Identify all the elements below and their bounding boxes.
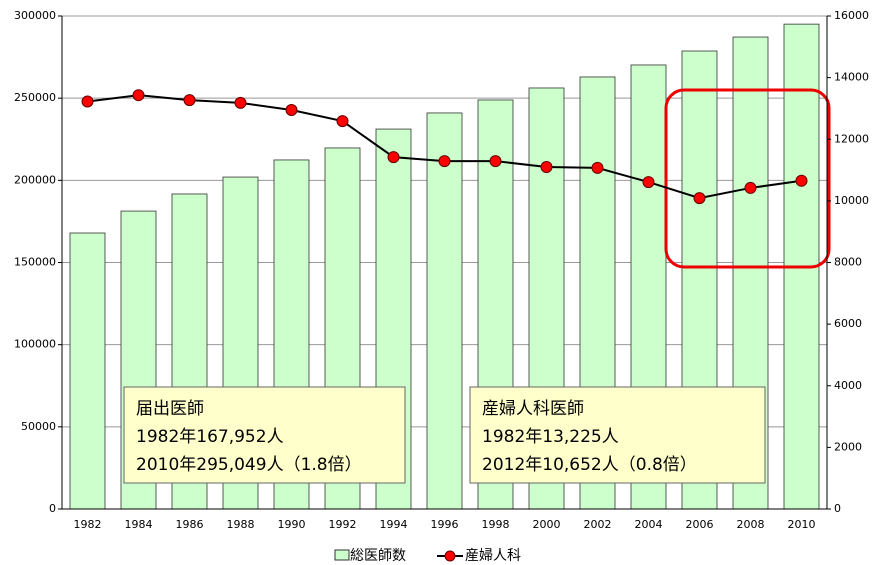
annotation-text: 2010年295,049人（1.8倍）: [136, 455, 362, 475]
y2-tick-label: 4000: [834, 379, 862, 392]
x-tick-label: 2002: [584, 518, 612, 531]
x-tick-label: 2008: [737, 518, 765, 531]
y-tick-label: 100000: [14, 338, 56, 351]
annotation-text: 1982年13,225人: [482, 427, 619, 447]
x-tick-label: 2010: [788, 518, 816, 531]
y2-tick-label: 0: [834, 502, 841, 515]
y-tick-label: 200000: [14, 173, 56, 186]
x-tick-label: 2004: [635, 518, 663, 531]
highlight: [664, 88, 831, 269]
annotation-text: 1982年167,952人: [136, 427, 284, 447]
y-tick-label: 250000: [14, 91, 56, 104]
legend-label: 総医師数: [350, 548, 406, 564]
y2-tick-label: 6000: [834, 317, 862, 330]
x-tick-label: 1988: [227, 518, 255, 531]
line-marker: [183, 94, 196, 107]
line-marker: [336, 115, 349, 128]
annotation-text: 産婦人科医師: [482, 399, 584, 419]
y-tick-label: 0: [49, 502, 56, 515]
line-marker: [81, 95, 94, 108]
line-marker: [591, 161, 604, 174]
x-tick-label: 1998: [482, 518, 510, 531]
legend-marker: [444, 550, 456, 562]
annotation-box: [469, 386, 766, 484]
x-tick-label: 1994: [380, 518, 408, 531]
legend-swatch: [334, 549, 350, 561]
x-tick-label: 1996: [431, 518, 459, 531]
line-marker: [489, 155, 502, 168]
line-marker: [744, 181, 757, 194]
x-tick-label: 1992: [329, 518, 357, 531]
bar: [426, 112, 463, 510]
x-tick-label: 2006: [686, 518, 714, 531]
line-marker: [285, 103, 298, 116]
x-tick-label: 1990: [278, 518, 306, 531]
y2-tick-label: 8000: [834, 256, 862, 269]
annotation-box: [123, 386, 406, 484]
y2-tick-label: 12000: [834, 132, 869, 145]
line-marker: [795, 174, 808, 187]
line-marker: [693, 192, 706, 205]
x-tick-label: 1986: [176, 518, 204, 531]
y2-tick-label: 2000: [834, 440, 862, 453]
line-marker: [132, 89, 145, 102]
line-marker: [387, 151, 400, 164]
annotation-text: 2012年10,652人（0.8倍）: [482, 455, 697, 475]
line-marker: [438, 155, 451, 168]
y2-tick-label: 16000: [834, 9, 869, 22]
annotation-text: 届出医師: [136, 399, 204, 419]
legend-label: 産婦人科: [465, 547, 521, 564]
line-marker: [642, 176, 655, 189]
line-marker: [234, 96, 247, 109]
y-tick-label: 300000: [14, 9, 56, 22]
x-tick-label: 1982: [74, 518, 102, 531]
bar: [69, 232, 106, 510]
x-tick-label: 1984: [125, 518, 153, 531]
line-marker: [540, 160, 553, 173]
y-tick-label: 150000: [14, 256, 56, 269]
x-tick-label: 2000: [533, 518, 561, 531]
y2-tick-label: 10000: [834, 194, 869, 207]
y2-tick-label: 14000: [834, 71, 869, 84]
y-tick-label: 50000: [21, 420, 56, 433]
